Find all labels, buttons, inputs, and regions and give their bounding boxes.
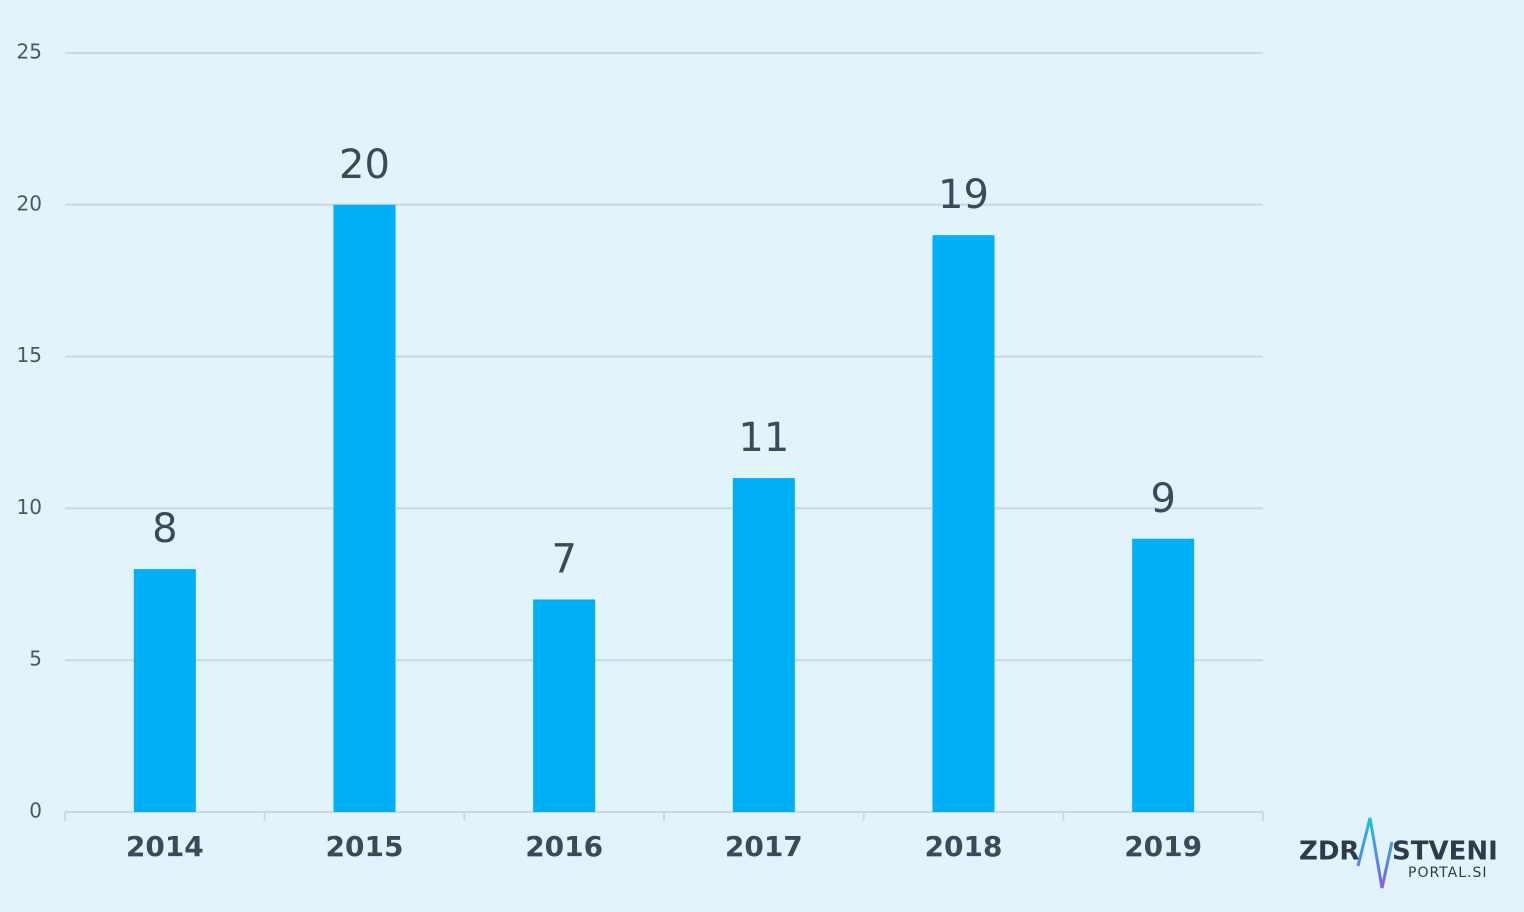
value-label: 20 [339, 142, 390, 188]
x-tick-label: 2015 [326, 830, 404, 863]
x-tick-label: 2016 [525, 830, 603, 863]
logo: ZDR STVENI PORTAL.SI [1299, 817, 1498, 889]
logo-sub: PORTAL.SI [1408, 865, 1487, 881]
value-label: 19 [938, 172, 989, 218]
bar [533, 599, 596, 812]
logo-right: STVENI [1392, 837, 1498, 867]
bar [732, 478, 795, 812]
y-tick-label: 5 [29, 647, 42, 671]
bar [333, 204, 396, 813]
x-tick-label: 2018 [925, 830, 1003, 863]
logo-pulse [1356, 817, 1394, 889]
value-label: 7 [551, 536, 576, 582]
y-tick-label: 25 [17, 40, 42, 64]
bar [1132, 538, 1195, 812]
y-tick-label: 20 [17, 191, 42, 215]
y-tick-label: 10 [17, 495, 42, 519]
logo-left: ZDR [1299, 837, 1359, 867]
x-tick-label: 2017 [725, 830, 803, 863]
bar [932, 235, 995, 812]
bar [133, 569, 196, 812]
y-tick-label: 0 [29, 799, 42, 823]
x-tick-label: 2019 [1124, 830, 1202, 863]
value-label: 8 [152, 506, 177, 552]
y-tick-label: 15 [17, 343, 42, 367]
value-label: 11 [738, 415, 789, 461]
value-label: 9 [1150, 476, 1175, 522]
x-tick-label: 2014 [126, 830, 204, 863]
